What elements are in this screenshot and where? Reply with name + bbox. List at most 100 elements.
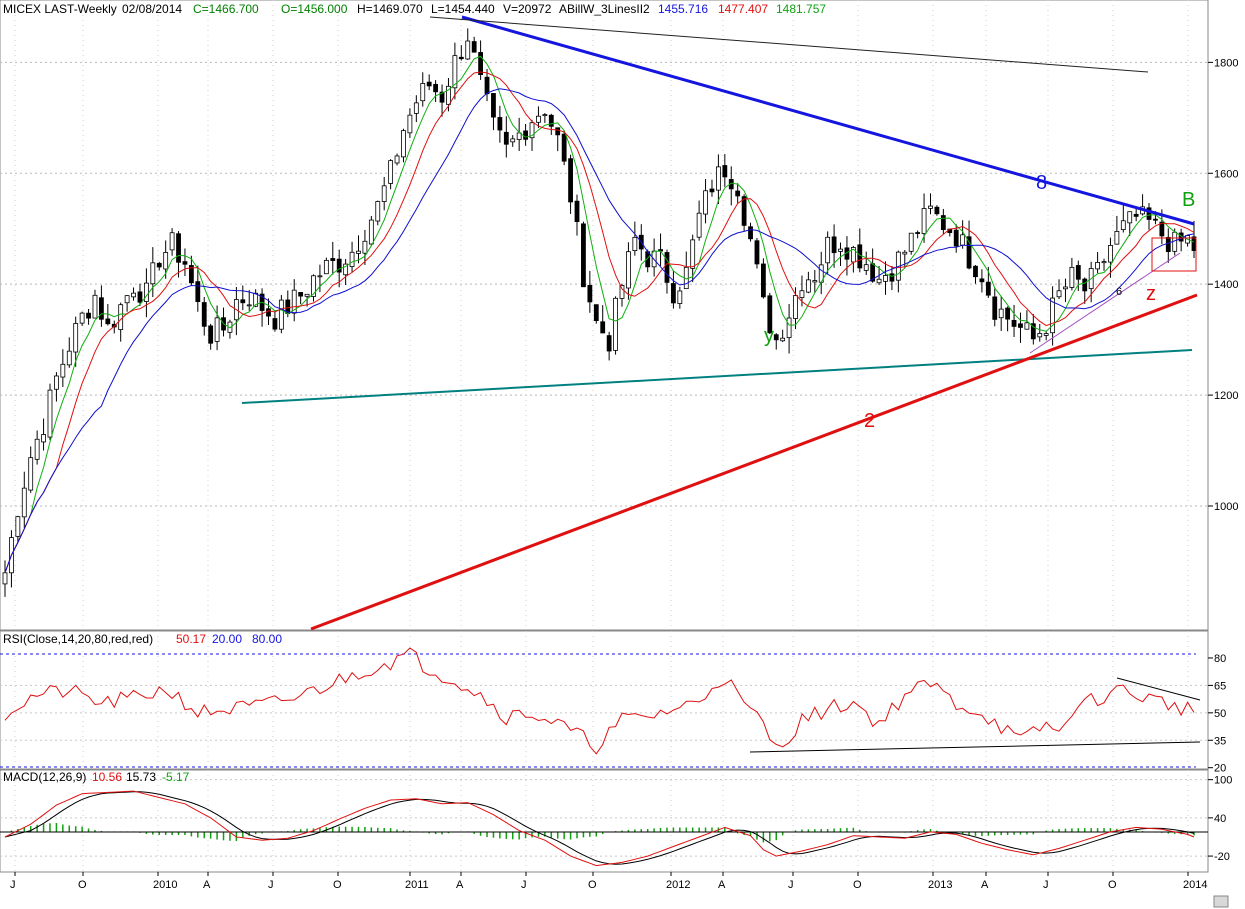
- candle-body: [272, 318, 278, 330]
- candle-body: [381, 185, 387, 202]
- candle-body: [253, 292, 259, 307]
- candle-body: [420, 83, 426, 102]
- candle-body: [857, 244, 863, 269]
- purple-line: [1029, 252, 1181, 354]
- candle-body: [1075, 265, 1081, 280]
- candle-body: [510, 138, 516, 143]
- candle-body: [703, 190, 708, 215]
- candle-body: [503, 131, 509, 145]
- macd-header: MACD(12,26,9) 10.56 15.73 -5.17: [3, 770, 190, 784]
- candle-body: [812, 280, 818, 283]
- rsi-axis: 20 35 50 65 80: [1208, 653, 1226, 775]
- top-thin-line: [429, 16, 1149, 73]
- macd-hist-value: -5.17: [162, 770, 190, 784]
- candle-body: [349, 251, 355, 267]
- candle-body: [150, 262, 156, 285]
- candle-body: [985, 281, 991, 296]
- candle-body: [722, 165, 728, 178]
- candle-body: [1063, 286, 1068, 290]
- scroll-corner-button[interactable]: [1213, 895, 1229, 908]
- price-tick-label: 1600: [1214, 168, 1238, 180]
- close-value: C=1466.700: [193, 2, 259, 16]
- candle-body: [491, 93, 496, 118]
- rsi-tick-label: 35: [1214, 735, 1226, 747]
- date-label: 02/08/2014: [122, 2, 182, 16]
- candle-body: [992, 296, 998, 320]
- time-tick-label: J: [10, 879, 16, 891]
- rsi-resistance-line: [1116, 677, 1201, 701]
- candle-body: [671, 283, 676, 304]
- time-tick-label: 2014: [1183, 879, 1207, 891]
- candle-body: [1043, 333, 1049, 336]
- candle-body: [1095, 261, 1100, 270]
- candle-body: [1153, 218, 1158, 221]
- candle-body: [767, 295, 773, 334]
- candle-body: [99, 297, 104, 320]
- rsi-label: RSI(Close,14,20,80,red,red): [3, 632, 153, 646]
- candle-body: [626, 251, 631, 289]
- ma-blue-line: [4, 88, 1195, 573]
- candle-body: [863, 264, 869, 271]
- candle-body: [1005, 307, 1011, 320]
- time-tick-label: O: [853, 879, 862, 891]
- candle-body: [28, 457, 34, 491]
- candle-body: [41, 434, 46, 443]
- wave-labels: 8 B z y 2 6: [764, 172, 1195, 432]
- candle-body: [542, 114, 548, 117]
- rsi-gridlines: [0, 631, 1208, 769]
- candle-body: [394, 155, 400, 164]
- candle-body: [497, 117, 503, 131]
- candle-body: [793, 295, 798, 319]
- candle-body: [79, 312, 85, 324]
- rsi-panel: 20 35 50 65 80 RSI(Close,14,20,80,red,red) 5…: [0, 630, 1226, 775]
- price-panel: 8 B z y 2 6 1000 1200 1400 1600 1800 MICEX L…: [0, 0, 1238, 631]
- wave-label-8: 8: [1036, 172, 1047, 194]
- candle-body: [741, 196, 747, 226]
- candle-body: [889, 273, 895, 282]
- trendline-2: [310, 293, 1198, 631]
- rsi-high-level: 80.00: [252, 632, 282, 646]
- rsi-tick-label: 50: [1214, 708, 1226, 720]
- price-tick-label: 1400: [1214, 279, 1238, 291]
- candle-body: [1165, 236, 1171, 252]
- candle-body: [748, 226, 753, 240]
- candle-body: [953, 229, 959, 247]
- candle-body: [323, 259, 329, 275]
- candle-body: [928, 205, 933, 209]
- rsi-header: RSI(Close,14,20,80,red,red) 50.17 20.00 …: [3, 632, 282, 646]
- candle-body: [240, 299, 246, 304]
- wave-label-6: 6: [1116, 286, 1122, 298]
- candle-body: [805, 279, 811, 293]
- macd-tick-label: -20: [1214, 851, 1230, 863]
- candle-body: [709, 188, 715, 193]
- price-tick-label: 1200: [1214, 390, 1238, 402]
- candle-body: [208, 325, 214, 344]
- ma-red-line: [4, 71, 1195, 573]
- candle-body: [214, 317, 220, 342]
- candle-body: [298, 292, 304, 297]
- rsi-low-level: 20.00: [212, 632, 242, 646]
- line2-value: 1477.407: [718, 2, 768, 16]
- candle-body: [465, 40, 471, 60]
- time-tick-label: A: [203, 879, 211, 891]
- candle-body: [690, 239, 696, 269]
- time-tick-label: A: [981, 879, 989, 891]
- candle-body: [754, 240, 760, 265]
- candle-body: [176, 233, 181, 263]
- volume-value: V=20972: [503, 2, 552, 16]
- candle-body: [401, 130, 406, 158]
- candle-body: [593, 304, 599, 322]
- candle-body: [368, 219, 374, 245]
- candle-body: [536, 115, 541, 123]
- candle-body: [426, 81, 432, 87]
- ma-green-line: [4, 55, 1195, 573]
- wave-label-y: y: [764, 325, 774, 347]
- candle-body: [632, 236, 638, 252]
- candle-body: [619, 284, 625, 299]
- candle-body: [458, 56, 464, 60]
- candle-body: [317, 275, 323, 278]
- candle-body: [156, 262, 162, 268]
- candle-body: [478, 52, 484, 76]
- candle-body: [799, 290, 805, 298]
